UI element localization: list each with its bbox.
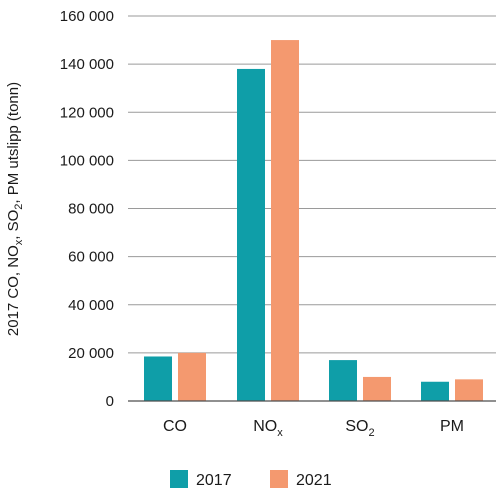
y-tick-label: 40 000	[68, 297, 114, 314]
y-tick-label: 80 000	[68, 201, 114, 218]
bar-so2-2021	[363, 376, 391, 401]
y-tick-label: 60 000	[68, 249, 114, 266]
y-tick-label: 100 000	[60, 152, 114, 169]
x-tick-label: SO2	[345, 418, 374, 439]
y-axis-label-part: , PM utslipp (tonn)	[5, 82, 22, 204]
y-axis-label-part: , SO	[5, 210, 22, 240]
legend-swatch-2017	[170, 470, 188, 488]
y-axis-tick-labels: 0 20 000 40 000 60 000 80 000 100 000 120 000 1…	[60, 8, 114, 410]
gridlines	[128, 15, 496, 354]
x-tick-label: NOx	[253, 418, 283, 439]
y-tick-label: 20 000	[68, 345, 114, 362]
x-tick-label: PM	[440, 418, 464, 435]
x-tick-label-subscript: 2	[369, 427, 375, 439]
y-axis-label-subscript: x	[13, 239, 25, 245]
y-tick-label: 0	[106, 393, 114, 410]
bar-co-2021	[178, 352, 206, 401]
x-tick-label-subscript: x	[277, 427, 283, 439]
x-tick-label-base: CO	[163, 418, 187, 435]
y-axis-label: 2017 CO, NOx, SO2, PM utslipp (tonn)	[5, 82, 25, 336]
y-tick-label: 140 000	[60, 56, 114, 73]
bar-so2-2017	[329, 360, 357, 401]
bar-pm-2021	[455, 379, 483, 401]
bars	[144, 40, 483, 401]
y-axis-label-subscript: 2	[13, 204, 25, 210]
x-axis-category-labels: CO NOx SO2 PM	[163, 418, 464, 439]
legend: 2017 2021	[170, 470, 332, 489]
bar-pm-2017	[421, 381, 449, 401]
bar-co-2017	[144, 356, 172, 401]
x-tick-label: CO	[163, 418, 187, 435]
legend-swatch-2021	[270, 470, 288, 488]
bar-nox-2017	[237, 68, 265, 401]
legend-label-2021: 2021	[296, 472, 332, 489]
x-tick-label-base: PM	[440, 418, 464, 435]
y-tick-label: 120 000	[60, 104, 114, 121]
legend-label-2017: 2017	[196, 472, 232, 489]
y-tick-label: 160 000	[60, 8, 114, 25]
bar-nox-2021	[271, 40, 299, 401]
y-axis-label-part: 2017 CO, NO	[5, 245, 22, 336]
x-tick-label-base: NO	[253, 418, 277, 435]
x-tick-label-base: SO	[345, 418, 368, 435]
